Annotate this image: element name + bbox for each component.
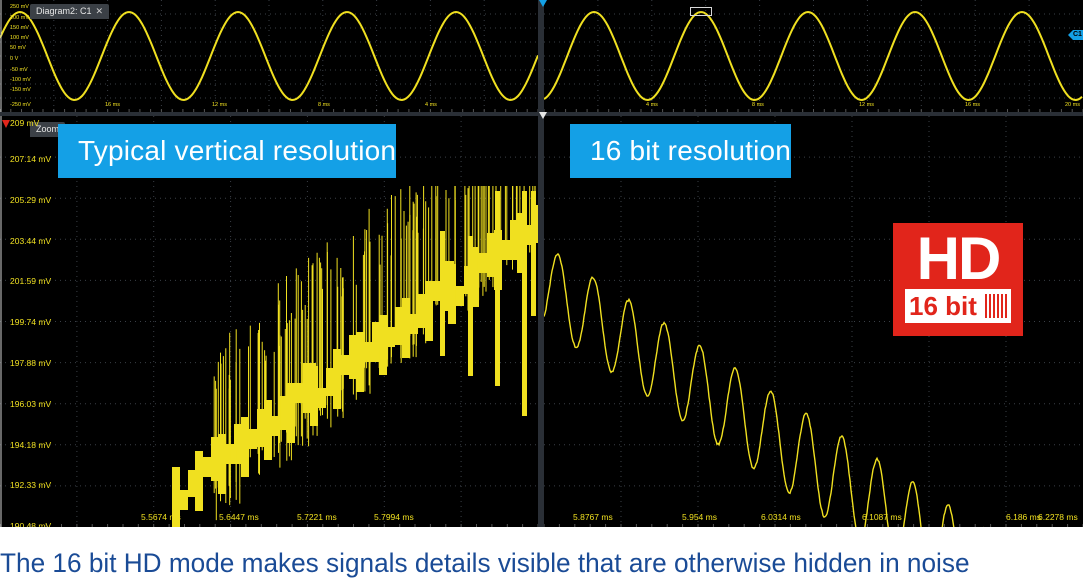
- zoom-right-x-label: 6.2278 ms: [1038, 512, 1078, 522]
- zoom-window-indicator[interactable]: [690, 7, 712, 16]
- zoom-right-x-label: 5.8767 ms: [573, 512, 613, 522]
- diagram-tab[interactable]: Diagram2: C1 ✕: [30, 4, 109, 19]
- overview-x-label: 8 ms: [318, 102, 330, 108]
- overview-right-grid: [544, 0, 1083, 112]
- zoom-x-label: 5.7994 ms: [374, 512, 414, 522]
- overview-y-label: 0 V: [10, 56, 18, 62]
- overview-y-label: 200 mV: [10, 15, 29, 21]
- hd-logo-bitbox: 16 bit: [905, 289, 1011, 323]
- overview-y-label: 100 mV: [10, 35, 29, 41]
- close-icon[interactable]: ✕: [96, 6, 104, 16]
- zoom-x-label: 5.6447 ms: [219, 512, 259, 522]
- overview-y-label: 250 mV: [10, 4, 29, 10]
- zoom-tab-title: Zoom: [36, 124, 59, 134]
- zoom-x-label: 5.7221 ms: [297, 512, 337, 522]
- overview-x-label: 12 ms: [212, 102, 227, 108]
- zoom-left-trace: [172, 186, 538, 527]
- zoom-x-label: 5.5674 ms: [141, 512, 181, 522]
- hd-logo-bars-icon: [985, 294, 1007, 318]
- zoom-top-marker-icon[interactable]: [2, 120, 10, 130]
- oscilloscope-screen: Diagram2: C1 ✕ 250 mV 200 mV 150 mV 100 mV 50…: [0, 0, 1083, 527]
- zoom-y-label: 194.18 mV: [10, 440, 51, 450]
- zoom-y-label: 201.59 mV: [10, 276, 51, 286]
- overview-diagram-left[interactable]: Diagram2: C1 ✕ 250 mV 200 mV 150 mV 100 mV 50…: [0, 0, 538, 112]
- overview-right-x-label: 12 ms: [859, 102, 874, 108]
- hd-logo-text: HD: [893, 229, 1023, 289]
- zoom-y-label: 207.14 mV: [10, 154, 51, 164]
- zoom-y-label: 190.48 mV: [10, 521, 51, 527]
- overview-plot-right: [544, 0, 1083, 112]
- zoom-top-y-label: 209 mV: [10, 118, 39, 128]
- overview-y-label: 150 mV: [10, 25, 29, 31]
- zoom-y-label: 196.03 mV: [10, 399, 51, 409]
- overview-right-x-label: 20 ms: [1065, 102, 1080, 108]
- zoom-y-label: 199.74 mV: [10, 317, 51, 327]
- figure-caption: The 16 bit HD mode makes signals details…: [0, 546, 1051, 580]
- hd-logo-bit-text: 16 bit: [909, 289, 977, 323]
- overview-y-label: -250 mV: [10, 102, 31, 108]
- overview-x-label: 16 ms: [105, 102, 120, 108]
- diagram-tab-title: Diagram2: C1: [36, 6, 92, 16]
- zoom-y-label: 197.88 mV: [10, 358, 51, 368]
- overview-diagram-right[interactable]: 4 ms 8 ms 12 ms 16 ms 20 ms: [544, 0, 1083, 112]
- overview-y-label: -150 mV: [10, 87, 31, 93]
- zoom-y-label: 203.44 mV: [10, 236, 51, 246]
- zoom-y-label: 192.33 mV: [10, 480, 51, 490]
- zoom-right-x-label: 6.0314 ms: [761, 512, 801, 522]
- banner-16bit-resolution: 16 bit resolution: [570, 124, 791, 178]
- banner-typical-resolution: Typical vertical resolution: [58, 124, 396, 178]
- channel-marker-label: C1: [1073, 31, 1082, 38]
- trigger-marker-icon[interactable]: [538, 0, 548, 8]
- zoom-right-x-label: 6.1087 ms: [862, 512, 902, 522]
- zoom-marker-icon[interactable]: [538, 112, 548, 120]
- hd-16bit-logo: HD 16 bit: [893, 223, 1023, 336]
- overview-right-x-label: 4 ms: [646, 102, 658, 108]
- overview-y-label: 50 mV: [10, 45, 26, 51]
- overview-y-label: -50 mV: [10, 67, 28, 73]
- overview-right-x-label: 8 ms: [752, 102, 764, 108]
- zoom-y-label: 205.29 mV: [10, 195, 51, 205]
- overview-y-label: -100 mV: [10, 77, 31, 83]
- zoom-right-x-label: 6.186 ms: [1006, 512, 1041, 522]
- overview-right-x-label: 16 ms: [965, 102, 980, 108]
- overview-x-label: 4 ms: [425, 102, 437, 108]
- vertical-divider[interactable]: [538, 0, 544, 527]
- zoom-right-x-label: 5.954 ms: [682, 512, 717, 522]
